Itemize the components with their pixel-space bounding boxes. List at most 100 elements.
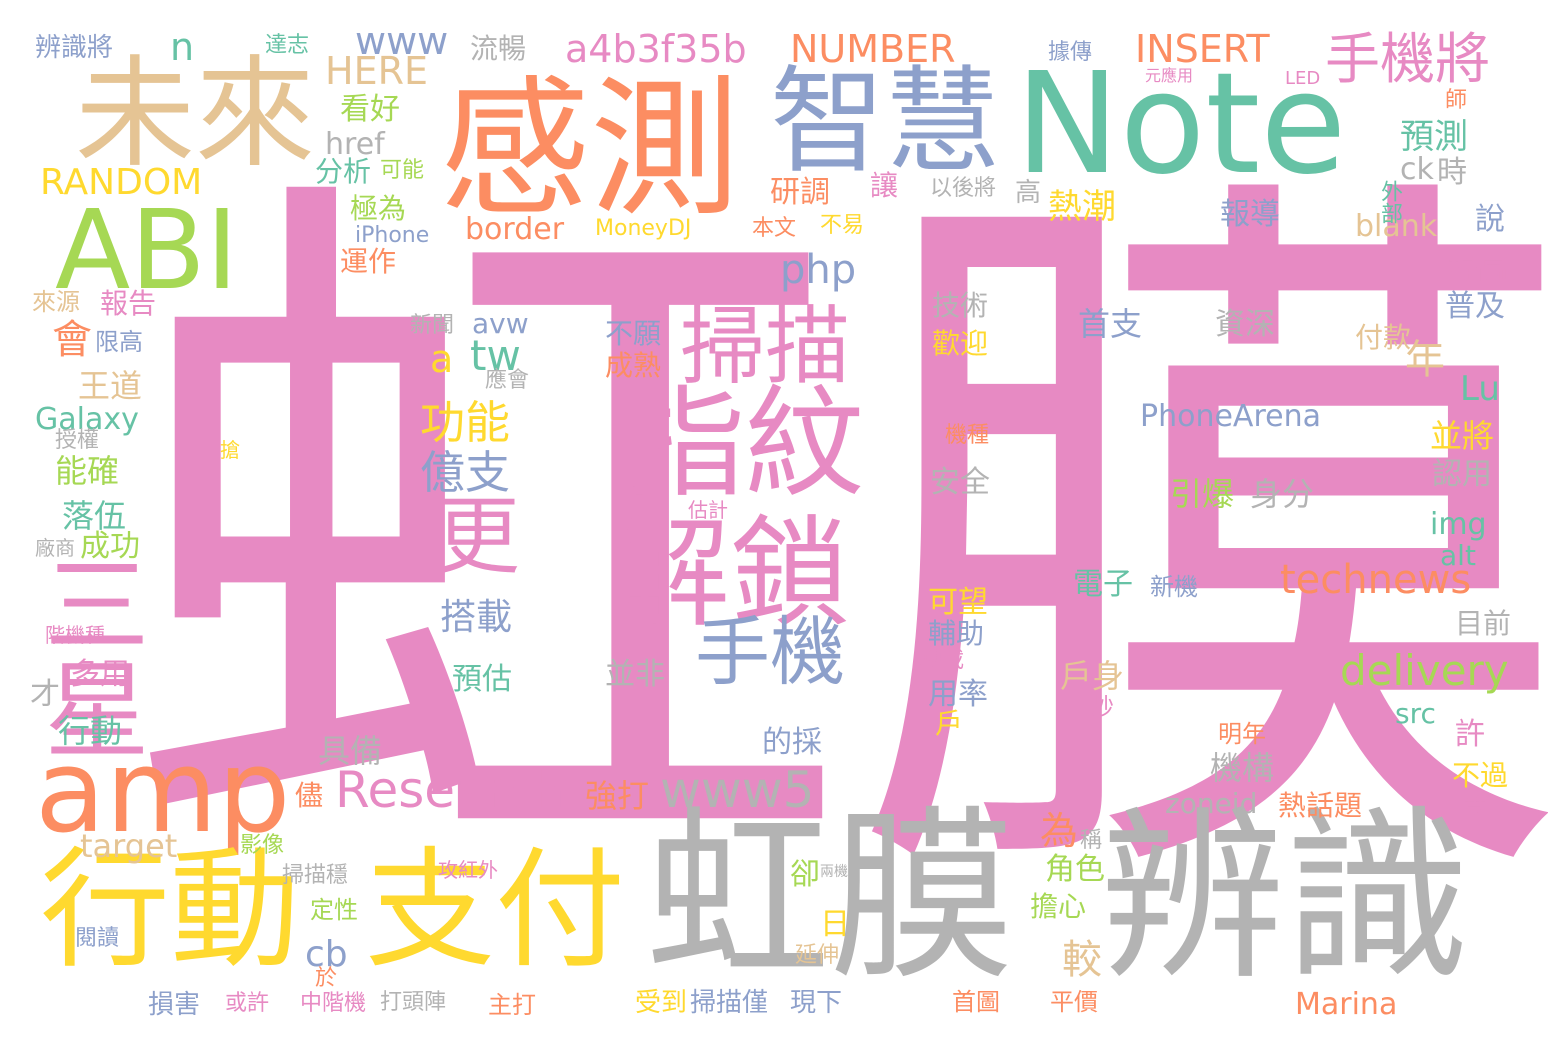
word-assist: 輔助 <box>928 617 985 650</box>
word-adopt: 的採 <box>762 725 822 760</box>
word-recognition-will: 辨識將 <box>35 33 114 63</box>
word-mature: 成熟 <box>605 349 662 382</box>
word-future: 未來 <box>75 45 315 184</box>
word-received: 受到 <box>635 988 688 1018</box>
word-marina: Marina <box>1295 987 1398 1022</box>
word-survey: 研調 <box>770 175 830 210</box>
word-lu: Lu <box>1460 369 1500 409</box>
word-report-2: 報告 <box>100 287 157 320</box>
word-identity: 身分 <box>1250 475 1315 513</box>
word-read: 閱讀 <box>75 926 120 951</box>
word-predict: 預測 <box>1400 117 1468 157</box>
word-will: 會 <box>52 317 92 363</box>
word-cb: cb <box>305 934 348 975</box>
word-tw: tw <box>470 331 521 380</box>
word-galaxy: Galaxy <box>35 402 139 437</box>
word-iphone: iPhone <box>355 223 430 248</box>
word-popularize: 普及 <box>1445 289 1505 324</box>
word-mobile: 行動 <box>40 834 301 986</box>
word-at: 於 <box>315 966 338 991</box>
word-research: Research <box>335 761 565 819</box>
word-hash: a4b3f35b <box>565 27 747 71</box>
word-avw: avw <box>472 307 529 340</box>
word-estimate: 估計 <box>688 498 728 522</box>
word-not: 並非 <box>605 657 665 692</box>
word-lead-off: 打頭陣 <box>380 990 447 1015</box>
word-dazhi: 達志 <box>265 33 310 58</box>
word-limit-high: 限高 <box>95 328 143 356</box>
word-hundred-million: 億支 <box>420 446 511 499</box>
word-say: 說 <box>1475 202 1505 237</box>
word-increase: 提高 <box>1448 252 1508 287</box>
word-iris-large: 虹膜 <box>120 120 1548 970</box>
word-payment-2: 付款 <box>1355 321 1412 354</box>
word-this-article: 本文 <box>752 216 797 241</box>
word-not-easy: 不易 <box>820 213 865 238</box>
word-possible: 可能 <box>380 158 425 183</box>
word-phone: 手機 <box>695 608 846 696</box>
word-damage: 損害 <box>148 990 201 1020</box>
word-scan: 掃描 <box>680 298 851 397</box>
word-perhaps: 或許 <box>225 991 270 1016</box>
word-expected: 可望 <box>928 585 988 620</box>
word-infrared: 攻紅外 <box>438 858 498 882</box>
word-model: 機種 <box>945 423 990 448</box>
word-img: img <box>1430 507 1487 542</box>
word-possess: 具備 <box>318 732 383 770</box>
word-www5: www5 <box>660 761 815 819</box>
word-more: 更 <box>435 488 521 587</box>
word-ck: ck <box>1400 152 1434 187</box>
word-smart: 智慧 <box>770 55 1001 189</box>
word-multi-use: 多用 <box>70 657 130 692</box>
word-craze: 熱潮 <box>1048 187 1116 227</box>
word-role: 角色 <box>1045 852 1105 887</box>
word-www: www <box>355 19 449 63</box>
word-delivery: delivery <box>1340 646 1509 695</box>
word-scan-stable: 掃描穩 <box>282 863 349 888</box>
word-welcome: 歡迎 <box>932 327 989 360</box>
word-mobile-small: 行動 <box>58 712 123 750</box>
word-day: 日 <box>820 907 850 942</box>
word-stability: 定性 <box>310 896 358 924</box>
word-sensing: 感測 <box>440 63 741 237</box>
word-blank: blank <box>1355 209 1438 244</box>
word-recognition: 辨識 <box>1100 789 1470 1005</box>
word-payment: 支付 <box>365 834 626 986</box>
word-license: 授權 <box>55 428 100 453</box>
word-recognize: 認用 <box>1432 457 1492 492</box>
word-two-models: 兩機 <box>820 864 848 880</box>
word-a: a <box>430 337 454 381</box>
word-extremely: 極為 <box>350 192 407 225</box>
word-grab: 搶 <box>220 438 240 462</box>
word-new-model: 新機 <box>1150 573 1198 601</box>
word-despite: 儘 <box>295 779 324 812</box>
word-smooth: 流暢 <box>470 32 527 65</box>
word-ignite: 引爆 <box>1170 475 1235 513</box>
word-next-year: 明年 <box>1218 720 1266 748</box>
word-source: 來源 <box>32 288 80 316</box>
word-later-will: 以後將 <box>930 176 997 201</box>
word-src: src <box>1395 697 1436 730</box>
word-for: 為 <box>1040 809 1079 853</box>
word-led: LED <box>1285 68 1321 89</box>
word-news: 新聞 <box>410 313 455 338</box>
word-worry: 擔心 <box>1030 890 1087 923</box>
word-first-unit: 首支 <box>1078 305 1143 343</box>
word-compare: 較 <box>1062 937 1102 983</box>
word-user-body: 戶身 <box>1060 657 1125 695</box>
word-analysis: 分析 <box>315 155 372 188</box>
word-let: 讓 <box>870 169 899 202</box>
word-zoneid: zoneid <box>1165 787 1258 820</box>
word-external: 外部 <box>1377 180 1402 224</box>
word-equipped: 搭載 <box>440 597 513 638</box>
word-amp: amp <box>35 725 291 859</box>
word-forecast: 預估 <box>452 662 512 697</box>
word-random: RANDOM <box>40 162 203 203</box>
word-time: 時 <box>1437 155 1467 190</box>
word-hype: 炒 <box>1090 693 1114 721</box>
word-hot-topic: 熱話題 <box>1278 789 1363 822</box>
word-usage-rate: 用率 <box>928 677 988 712</box>
word-kingly-way: 王道 <box>78 367 143 405</box>
word-strongly-push: 強打 <box>585 777 650 815</box>
